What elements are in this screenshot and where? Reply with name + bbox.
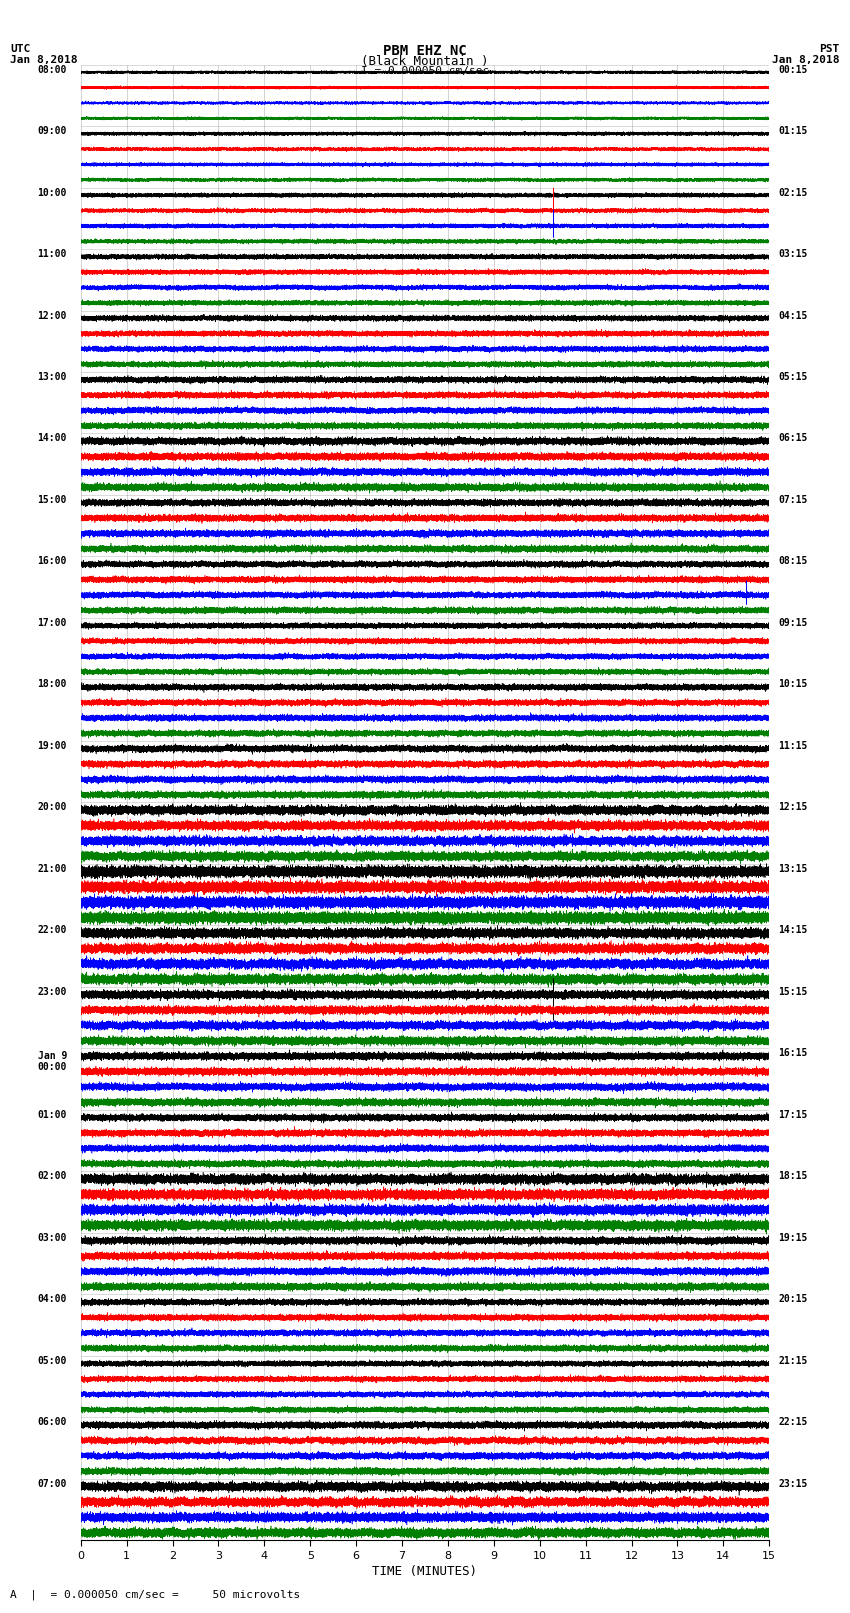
Text: UTC: UTC — [10, 44, 31, 53]
Text: 18:15: 18:15 — [779, 1171, 808, 1181]
Text: 16:00: 16:00 — [37, 556, 67, 566]
Text: 05:15: 05:15 — [779, 373, 808, 382]
Text: 19:15: 19:15 — [779, 1232, 808, 1244]
Text: 21:15: 21:15 — [779, 1357, 808, 1366]
Text: 07:15: 07:15 — [779, 495, 808, 505]
Text: 03:15: 03:15 — [779, 248, 808, 260]
Text: 20:00: 20:00 — [37, 803, 67, 813]
Text: 19:00: 19:00 — [37, 740, 67, 752]
Text: 00:00: 00:00 — [37, 1061, 67, 1071]
Text: I = 0.000050 cm/sec: I = 0.000050 cm/sec — [361, 66, 489, 76]
Text: Jan 8,2018: Jan 8,2018 — [10, 55, 77, 65]
Text: 10:15: 10:15 — [779, 679, 808, 689]
Text: 04:00: 04:00 — [37, 1294, 67, 1305]
Text: 12:00: 12:00 — [37, 311, 67, 321]
Text: 05:00: 05:00 — [37, 1357, 67, 1366]
Text: 01:15: 01:15 — [779, 126, 808, 135]
Text: 16:15: 16:15 — [779, 1048, 808, 1058]
Text: PST: PST — [819, 44, 840, 53]
Text: 14:15: 14:15 — [779, 926, 808, 936]
Text: 01:00: 01:00 — [37, 1110, 67, 1119]
Text: Jan 9: Jan 9 — [37, 1050, 67, 1061]
Text: 00:15: 00:15 — [779, 65, 808, 74]
Text: 17:15: 17:15 — [779, 1110, 808, 1119]
X-axis label: TIME (MINUTES): TIME (MINUTES) — [372, 1565, 478, 1578]
Text: 15:00: 15:00 — [37, 495, 67, 505]
Text: 11:00: 11:00 — [37, 248, 67, 260]
Text: 02:15: 02:15 — [779, 187, 808, 197]
Text: 15:15: 15:15 — [779, 987, 808, 997]
Text: PBM EHZ NC: PBM EHZ NC — [383, 44, 467, 58]
Text: 14:00: 14:00 — [37, 434, 67, 444]
Text: 18:00: 18:00 — [37, 679, 67, 689]
Text: 11:15: 11:15 — [779, 740, 808, 752]
Text: 22:15: 22:15 — [779, 1418, 808, 1428]
Text: 12:15: 12:15 — [779, 803, 808, 813]
Text: 21:00: 21:00 — [37, 865, 67, 874]
Text: 22:00: 22:00 — [37, 926, 67, 936]
Text: A  |  = 0.000050 cm/sec =     50 microvolts: A | = 0.000050 cm/sec = 50 microvolts — [10, 1589, 300, 1600]
Text: 10:00: 10:00 — [37, 187, 67, 197]
Text: 04:15: 04:15 — [779, 311, 808, 321]
Text: 08:00: 08:00 — [37, 65, 67, 74]
Text: Jan 8,2018: Jan 8,2018 — [773, 55, 840, 65]
Text: 08:15: 08:15 — [779, 556, 808, 566]
Text: 03:00: 03:00 — [37, 1232, 67, 1244]
Text: 02:00: 02:00 — [37, 1171, 67, 1181]
Text: 13:00: 13:00 — [37, 373, 67, 382]
Text: (Black Mountain ): (Black Mountain ) — [361, 55, 489, 68]
Text: 09:00: 09:00 — [37, 126, 67, 135]
Text: 09:15: 09:15 — [779, 618, 808, 627]
Text: 13:15: 13:15 — [779, 865, 808, 874]
Text: 07:00: 07:00 — [37, 1479, 67, 1489]
Text: 23:15: 23:15 — [779, 1479, 808, 1489]
Text: 06:15: 06:15 — [779, 434, 808, 444]
Text: 17:00: 17:00 — [37, 618, 67, 627]
Text: 20:15: 20:15 — [779, 1294, 808, 1305]
Text: 23:00: 23:00 — [37, 987, 67, 997]
Text: 06:00: 06:00 — [37, 1418, 67, 1428]
